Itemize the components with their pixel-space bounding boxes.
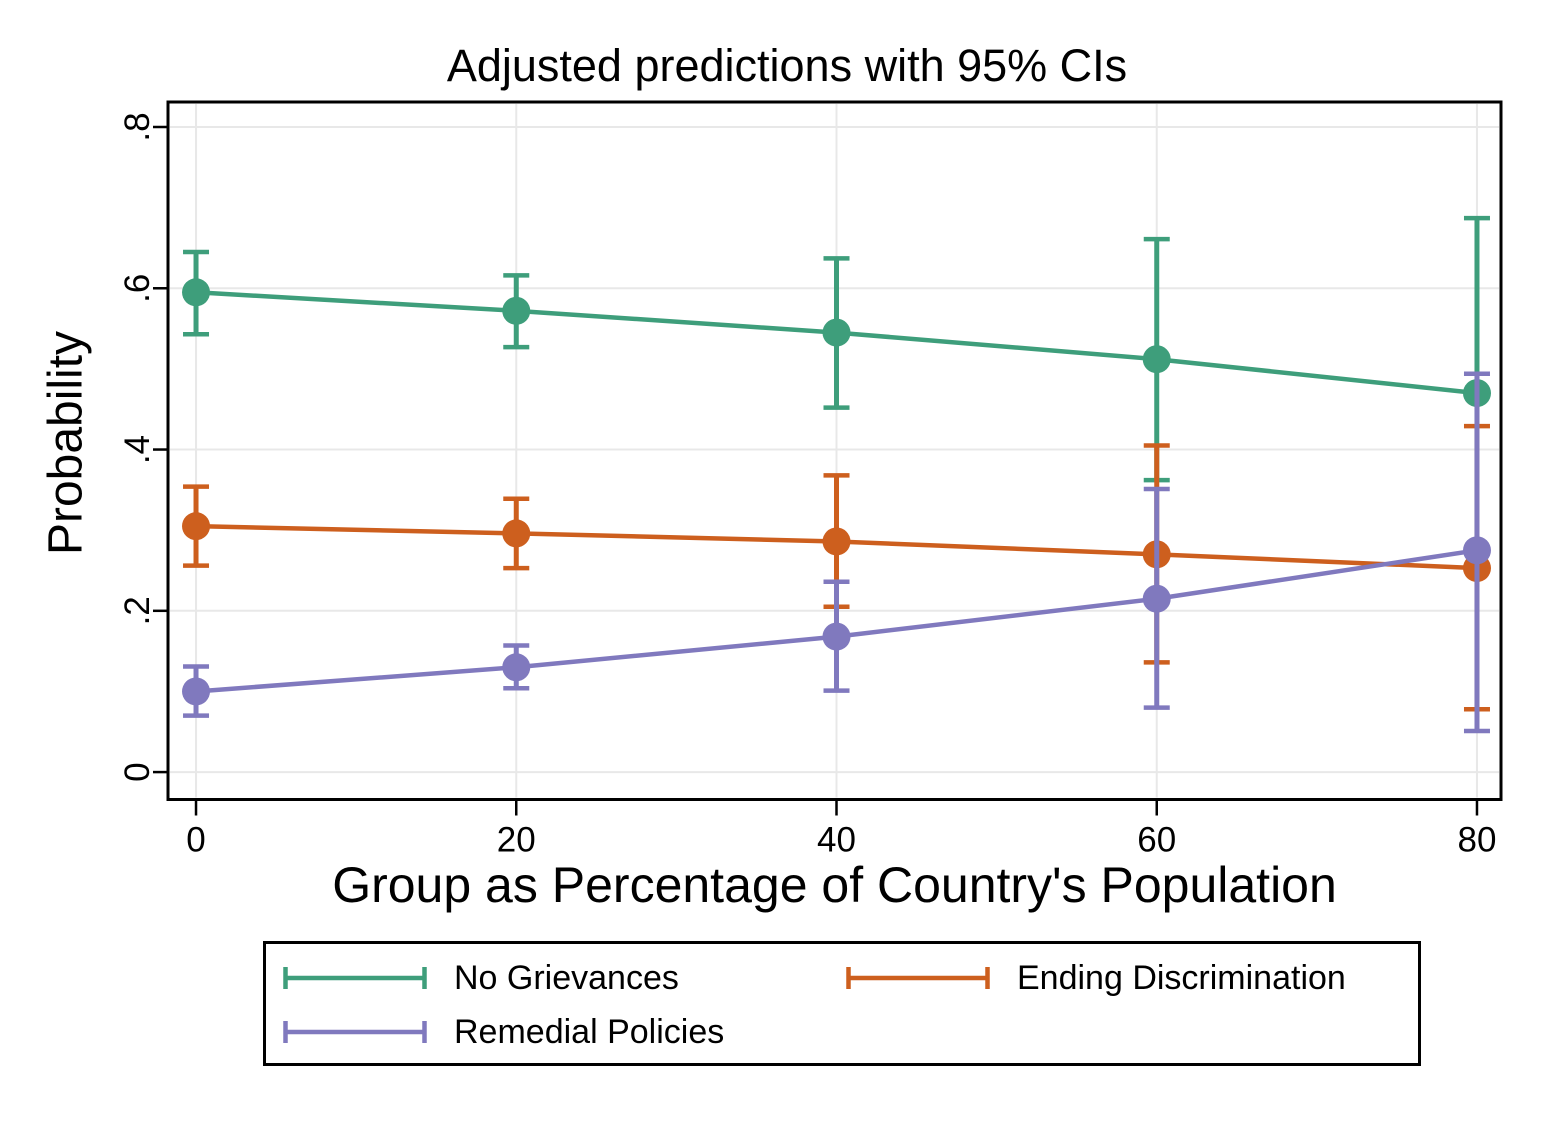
data-point-marker <box>502 653 531 682</box>
x-tick-label: 40 <box>817 821 856 860</box>
data-point-marker <box>182 677 211 706</box>
series-remedial-policies <box>182 371 1491 734</box>
legend-item-ending-discrimination: Ending Discrimination <box>843 959 1418 998</box>
y-tick-label: 0 <box>118 762 157 781</box>
legend-label: Ending Discrimination <box>1017 958 1346 997</box>
data-point-marker <box>1142 584 1171 613</box>
y-tick-label: .4 <box>118 435 157 464</box>
chart-title: Adjusted predictions with 95% CIs <box>446 40 1128 91</box>
x-tick-label: 20 <box>497 821 536 860</box>
data-point-marker <box>182 278 211 307</box>
legend-errorbar-symbol <box>846 967 990 989</box>
y-axis-title: Probability <box>39 330 93 556</box>
y-tick-label: .6 <box>118 274 157 303</box>
y-tick-label: .2 <box>118 596 157 625</box>
legend-errorbar-symbol <box>283 1021 427 1043</box>
data-point-marker <box>822 622 851 651</box>
data-point-marker <box>502 519 531 548</box>
data-point-marker <box>1142 345 1171 374</box>
legend-item-remedial-policies: Remedial Policies <box>280 1013 843 1052</box>
y-tick-label: .8 <box>118 112 157 141</box>
plot-border <box>166 100 1503 801</box>
data-point-marker <box>182 512 211 541</box>
data-point-marker <box>1462 536 1491 565</box>
legend-label: No Grievances <box>454 958 679 997</box>
x-tick-label: 80 <box>1458 821 1497 860</box>
x-tick-label: 0 <box>186 821 205 860</box>
legend-label: Remedial Policies <box>454 1012 725 1051</box>
data-point-marker <box>822 527 851 556</box>
legend-item-no-grievances: No Grievances <box>280 959 843 998</box>
data-point-marker <box>502 296 531 325</box>
legend: No Grievances Ending Discrimination Remedi… <box>263 941 1421 1066</box>
legend-errorbar-symbol <box>283 967 427 989</box>
data-point-marker <box>822 318 851 347</box>
x-tick-label: 60 <box>1137 821 1176 860</box>
x-axis-title: Group as Percentage of Country's Populat… <box>332 857 1337 913</box>
